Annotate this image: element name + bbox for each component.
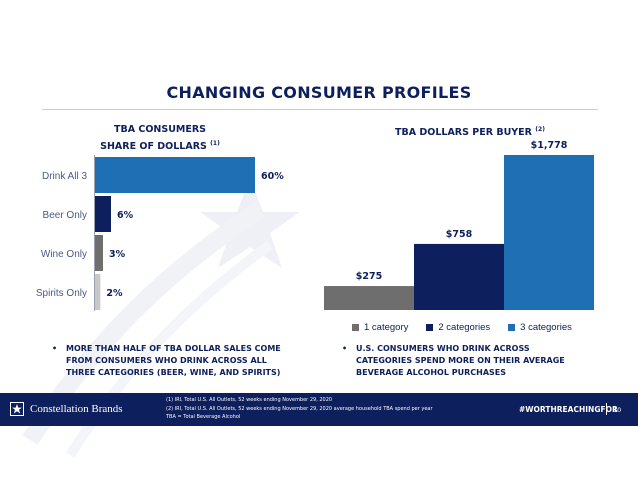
left-subtitle-line1: TBA CONSUMERS	[113, 124, 207, 135]
value-label: 2%	[106, 288, 123, 299]
right-bullet-text: U.S. CONSUMERS WHO DRINK ACROSS CATEGORI…	[356, 343, 565, 379]
left-bullet-line: FROM CONSUMERS WHO DRINK ACROSS ALL	[66, 356, 267, 365]
slide-title: CHANGING CONSUMER PROFILES	[166, 83, 472, 102]
right-bullet-line: U.S. CONSUMERS WHO DRINK ACROSS	[356, 344, 530, 353]
bar-spirits-only	[95, 274, 101, 310]
share-of-dollars-chart: Drink All 3 60% Beer Only 6% Wine Only 3% Spir…	[36, 155, 284, 311]
left-bullet-line: MORE THAN HALF OF TBA DOLLAR SALES COME	[66, 344, 281, 353]
bar-drink-all-3	[95, 157, 255, 193]
left-bullet-text: MORE THAN HALF OF TBA DOLLAR SALES COME …	[66, 343, 281, 379]
footnotes: (1) IRI, Total U.S. All Outlets, 52 week…	[166, 396, 433, 422]
footnote-2: (2) IRI, Total U.S. All Outlets, 52 week…	[166, 405, 433, 412]
star-logo-icon	[10, 402, 24, 416]
left-subtitle-footnote: (1)	[210, 140, 220, 147]
right-subtitle-text: TBA DOLLARS PER BUYER	[395, 127, 532, 139]
value-label: 3%	[109, 249, 126, 260]
right-bullet-symbol: •	[342, 344, 348, 353]
right-bullet-line: BEVERAGE ALCOHOL PURCHASES	[356, 368, 506, 377]
left-subtitle-line2: SHARE OF DOLLARS	[100, 141, 207, 153]
category-label: Beer Only	[43, 210, 87, 221]
footnote-1: (1) IRI, Total U.S. All Outlets, 52 week…	[166, 397, 333, 403]
right-bullet-line: CATEGORIES SPEND MORE ON THEIR AVERAGE	[356, 356, 565, 365]
right-bullet: • U.S. CONSUMERS WHO DRINK ACROSS CATEGO…	[342, 343, 602, 379]
right-subtitle-footnote: (2)	[535, 126, 545, 133]
footnote-3: TBA = Total Beverage Alcohol	[166, 414, 241, 420]
value-label: 6%	[117, 210, 134, 221]
chart-legend: 1 category 2 categories 3 categories	[352, 322, 572, 333]
value-label: 60%	[261, 171, 284, 182]
bar-beer-only	[95, 196, 111, 232]
left-bullet: • MORE THAN HALF OF TBA DOLLAR SALES COM…	[52, 343, 312, 379]
left-subtitle-line2-wrap: SHARE OF DOLLARS (1)	[90, 137, 230, 154]
brand-logo-lockup: Constellation Brands	[10, 402, 123, 416]
page-number: 10	[613, 406, 622, 414]
footer-bar: Constellation Brands (1) IRI, Total U.S.…	[0, 393, 638, 426]
brand-name: Constellation Brands	[30, 403, 123, 415]
category-label: Spirits Only	[36, 288, 87, 299]
bar-wine-only	[95, 235, 103, 271]
category-label: Wine Only	[41, 249, 87, 260]
legend-label-1: 1 category	[364, 322, 409, 333]
legend-label-2: 2 categories	[438, 322, 491, 333]
legend-item-1: 1 category	[352, 322, 408, 333]
legend-item-3: 3 categories	[508, 322, 572, 333]
legend-swatch-3	[508, 324, 516, 331]
legend-swatch-2	[426, 324, 434, 331]
left-chart-subtitle: TBA CONSUMERS SHARE OF DOLLARS (1)	[90, 123, 230, 154]
legend-swatch-1	[352, 324, 359, 331]
legend-item-2: 2 categories	[426, 322, 490, 333]
hashtag: #WORTHREACHINGFOR	[519, 405, 618, 414]
title-divider	[42, 109, 598, 110]
left-bullet-symbol: •	[52, 344, 58, 353]
footer-separator	[606, 403, 607, 415]
category-label: Drink All 3	[42, 171, 87, 182]
legend-label-3: 3 categories	[520, 322, 572, 333]
right-chart-subtitle: TBA DOLLARS PER BUYER (2)	[395, 123, 545, 140]
left-bullet-line: THREE CATEGORIES (BEER, WINE, AND SPIRIT…	[66, 368, 281, 377]
